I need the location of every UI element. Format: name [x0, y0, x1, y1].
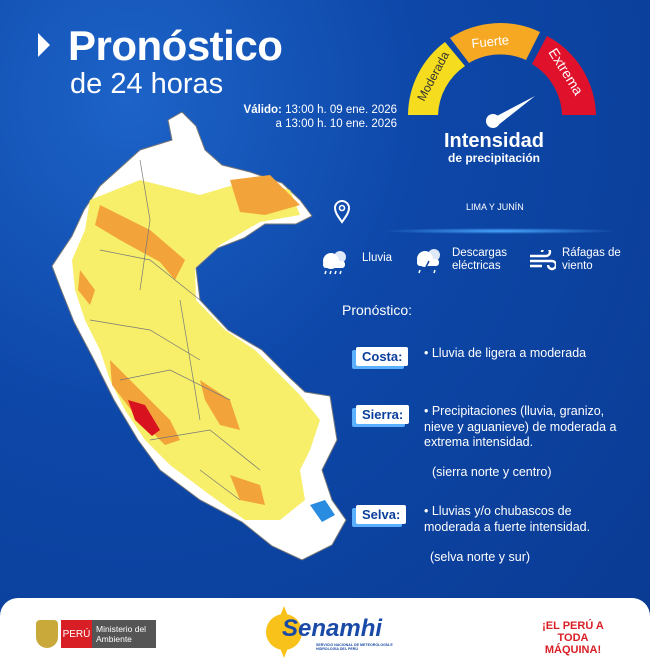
gauge-needle — [493, 96, 535, 126]
forecast-title: Pronóstico: — [342, 302, 413, 318]
gauge-subtitle: de precipitación — [447, 151, 541, 165]
gauge-moderada — [408, 42, 465, 115]
page-subtitle: de 24 horas — [70, 68, 224, 100]
legend-rain: Lluvia — [362, 252, 393, 264]
peru-coat-of-arms-icon — [36, 620, 58, 648]
thunderstorm-icon — [417, 249, 440, 274]
gauge-label-fuerte: Fuerte — [471, 32, 510, 51]
selva-text: • Lluvias y/o chubascos de moderada a fu… — [424, 504, 591, 534]
lake-titicaca — [310, 500, 335, 522]
title-arrow-icon — [38, 33, 50, 57]
moderate-zone — [72, 180, 320, 520]
gauge-title: Intensidad — [443, 130, 544, 152]
gauge-extrema — [532, 36, 596, 115]
sun-icon — [266, 606, 302, 658]
gauge-fuerte — [450, 23, 540, 63]
page-title: Pronóstico — [68, 22, 283, 69]
region-sierra: Sierra: — [356, 405, 410, 424]
legend-lightning: Descargas eléctricas — [452, 247, 507, 272]
costa-text: • Lluvia de ligera a moderada — [424, 346, 587, 360]
slogan-logo: ¡EL PERÚ A TODA MÁQUINA! — [542, 620, 604, 656]
region-costa: Costa: — [356, 347, 409, 366]
senamhi-logo: Senamhi — [282, 615, 383, 642]
footer: PERÚ Ministerio del Ambiente Senamhi SER… — [0, 598, 650, 666]
legend-wind: Ráfagas de viento — [562, 247, 621, 272]
ministry-logo: Ministerio del Ambiente — [92, 620, 156, 648]
location-text: LIMA Y JUNÍN — [466, 202, 524, 212]
divider — [380, 228, 620, 234]
selva-note: (selva norte y sur) — [430, 550, 531, 564]
map-pin-icon — [333, 200, 351, 224]
peru-logo: PERÚ — [61, 620, 92, 648]
peru-map — [51, 111, 347, 561]
extreme-zone — [128, 400, 160, 436]
sierra-text: • Precipitaciones (lluvia, granizo, niev… — [424, 404, 617, 449]
senamhi-subtitle: SERVICIO NACIONAL DE METEOROLOGÍA E HIDR… — [316, 643, 393, 651]
region-selva: Selva: — [356, 505, 407, 524]
sierra-note: (sierra norte y centro) — [432, 465, 552, 479]
intensity-gauge: Moderada Fuerte Extrema — [408, 23, 596, 128]
heavy-zone — [78, 175, 300, 505]
validity: Válido: 13:00 h. 09 ene. 2026 a 13:00 h. … — [243, 104, 397, 130]
rain-cloud-icon — [323, 251, 346, 275]
wind-icon — [530, 250, 556, 271]
